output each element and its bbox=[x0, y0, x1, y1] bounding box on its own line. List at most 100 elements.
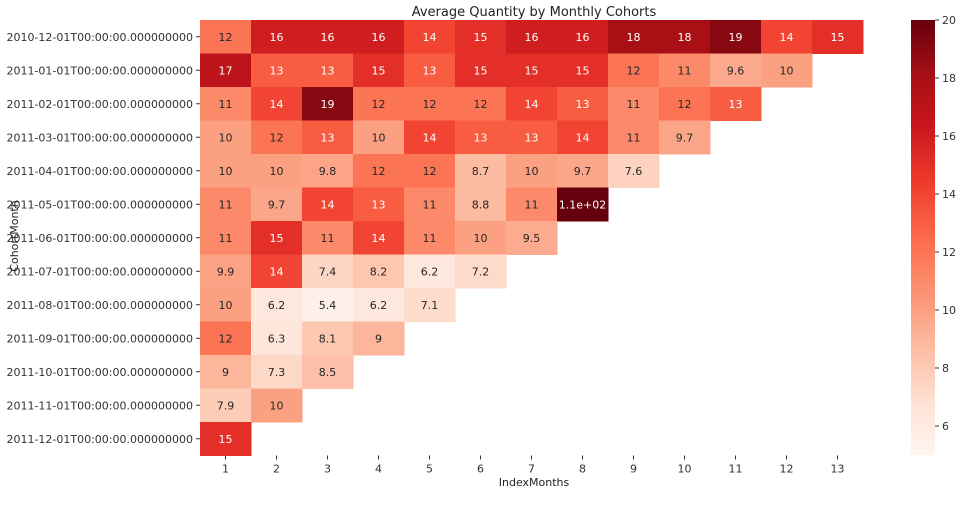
chart-title: Average Quantity by Monthly Cohorts bbox=[412, 5, 657, 20]
heatmap-cell bbox=[200, 187, 252, 222]
heatmap-cell bbox=[353, 187, 405, 222]
cell-value-label: 8.2 bbox=[370, 265, 388, 278]
x-tick-label: 9 bbox=[630, 463, 637, 476]
cell-value-label: 13 bbox=[321, 131, 335, 144]
heatmap-cell bbox=[455, 254, 507, 289]
heatmap-cell bbox=[710, 87, 762, 121]
heatmap-cell bbox=[251, 221, 303, 255]
cell-value-label: 8.8 bbox=[472, 198, 490, 211]
heatmap-cell bbox=[302, 254, 354, 289]
cell-value-label: 15 bbox=[219, 433, 233, 446]
cell-value-label: 18 bbox=[627, 31, 641, 44]
cell-value-label: 13 bbox=[321, 64, 335, 77]
cell-value-label: 7.1 bbox=[421, 299, 439, 312]
cell-value-label: 13 bbox=[729, 98, 743, 111]
cell-value-label: 11 bbox=[219, 232, 233, 245]
x-tick-label: 1 bbox=[222, 463, 229, 476]
heatmap-cell bbox=[200, 20, 252, 54]
cell-value-label: 9.7 bbox=[268, 198, 286, 211]
cell-value-label: 19 bbox=[321, 98, 335, 111]
heatmap-cell bbox=[404, 20, 456, 54]
x-tick-label: 12 bbox=[780, 463, 794, 476]
cell-value-label: 6.2 bbox=[268, 299, 286, 312]
heatmap-cell bbox=[200, 288, 252, 322]
y-tick-label: 2011-10-01T00:00:00.000000000 bbox=[6, 366, 193, 379]
y-tick-label: 2011-02-01T00:00:00.000000000 bbox=[6, 98, 193, 111]
cell-value-label: 5.4 bbox=[319, 299, 337, 312]
y-tick-label: 2011-01-01T00:00:00.000000000 bbox=[6, 64, 193, 77]
cell-value-label: 14 bbox=[525, 98, 539, 111]
heatmap-cell bbox=[812, 20, 864, 54]
cell-value-label: 14 bbox=[423, 31, 437, 44]
y-tick-label: 2011-12-01T00:00:00.000000000 bbox=[6, 433, 193, 446]
cell-value-label: 13 bbox=[576, 98, 590, 111]
y-tick-label: 2011-04-01T00:00:00.000000000 bbox=[6, 165, 193, 178]
heatmap-cell bbox=[659, 120, 711, 155]
heatmap-cell bbox=[353, 221, 405, 255]
heatmap-cell bbox=[251, 20, 303, 54]
heatmap-cell bbox=[506, 221, 558, 255]
cell-value-label: 12 bbox=[372, 98, 386, 111]
heatmap-cell bbox=[659, 53, 711, 88]
cell-value-label: 13 bbox=[474, 131, 488, 144]
heatmap-cell bbox=[302, 221, 354, 255]
heatmap-cell bbox=[251, 120, 303, 155]
cell-value-label: 14 bbox=[270, 98, 284, 111]
cell-value-label: 12 bbox=[678, 98, 692, 111]
cell-value-label: 10 bbox=[219, 131, 233, 144]
heatmap-cells: 12 16 16 16 14 15 16 16 18 18 19 14 15 17 13 13 15 13 15 15… bbox=[200, 20, 864, 456]
cell-value-label: 7.4 bbox=[319, 265, 337, 278]
cell-value-label: 7.2 bbox=[472, 265, 490, 278]
cell-value-label: 14 bbox=[270, 265, 284, 278]
heatmap-cell bbox=[404, 87, 456, 121]
heatmap-cell bbox=[404, 120, 456, 155]
x-tick-label: 8 bbox=[579, 463, 586, 476]
heatmap-cell bbox=[302, 321, 354, 356]
heatmap-cell bbox=[455, 53, 507, 88]
cell-value-label: 13 bbox=[525, 131, 539, 144]
y-tick-label: 2011-05-01T00:00:00.000000000 bbox=[6, 198, 193, 211]
cell-value-label: 15 bbox=[474, 64, 488, 77]
heatmap-cell bbox=[302, 120, 354, 155]
cell-value-label: 11 bbox=[321, 232, 335, 245]
cell-value-label: 15 bbox=[474, 31, 488, 44]
cell-value-label: 9.8 bbox=[319, 165, 337, 178]
heatmap-cell bbox=[608, 120, 660, 155]
cell-value-label: 15 bbox=[270, 232, 284, 245]
cell-value-label: 10 bbox=[219, 299, 233, 312]
cell-value-label: 6.3 bbox=[268, 332, 286, 345]
x-tick-label: 3 bbox=[324, 463, 331, 476]
y-tick-label: 2011-07-01T00:00:00.000000000 bbox=[6, 265, 193, 278]
heatmap-cell bbox=[200, 53, 252, 88]
heatmap-cell bbox=[200, 422, 252, 456]
cell-value-label: 9.9 bbox=[217, 265, 235, 278]
cell-value-label: 10 bbox=[219, 165, 233, 178]
cell-value-label: 8.5 bbox=[319, 366, 337, 379]
cell-value-label: 6.2 bbox=[421, 265, 439, 278]
heatmap-cell bbox=[506, 187, 558, 222]
heatmap-cell bbox=[200, 87, 252, 121]
heatmap-cell bbox=[557, 154, 609, 188]
heatmap-cell bbox=[710, 20, 762, 54]
cell-value-label: 16 bbox=[270, 31, 284, 44]
cell-value-label: 12 bbox=[423, 98, 437, 111]
heatmap-cell bbox=[404, 53, 456, 88]
heatmap-cell bbox=[251, 355, 303, 389]
y-tick-label: 2011-06-01T00:00:00.000000000 bbox=[6, 232, 193, 245]
heatmap-cell bbox=[404, 254, 456, 289]
cell-value-label: 11 bbox=[525, 198, 539, 211]
colorbar-ticks: 6 8 10 12 14 16 18 20 bbox=[935, 14, 956, 433]
heatmap-cell bbox=[710, 53, 762, 88]
x-tick-label: 13 bbox=[831, 463, 845, 476]
heatmap-cell bbox=[200, 254, 252, 289]
heatmap-cell bbox=[557, 187, 609, 222]
cell-value-label: 8.7 bbox=[472, 165, 490, 178]
cell-value-label: 16 bbox=[525, 31, 539, 44]
cell-value-label: 9 bbox=[222, 366, 229, 379]
cell-value-label: 10 bbox=[525, 165, 539, 178]
heatmap-cell bbox=[761, 20, 813, 54]
heatmap-cell bbox=[302, 288, 354, 322]
x-tick-label: 4 bbox=[375, 463, 382, 476]
heatmap-cell bbox=[557, 20, 609, 54]
